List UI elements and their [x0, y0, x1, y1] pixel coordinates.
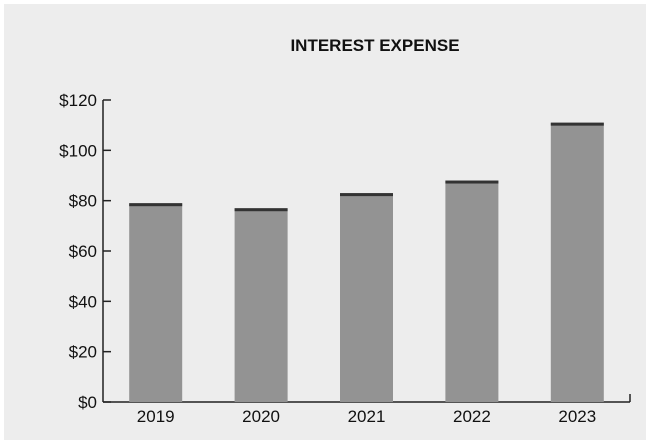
y-axis-labels: $0 $20 $40 $60 $80 $100 $120: [59, 91, 97, 412]
chart-title: INTEREST EXPENSE: [290, 36, 459, 55]
x-tick-label: 2022: [453, 407, 491, 426]
bar: [129, 203, 183, 402]
y-tick-label: $100: [59, 141, 97, 160]
y-tick-label: $60: [69, 242, 97, 261]
bar: [445, 180, 499, 402]
x-tick-label: 2021: [348, 407, 386, 426]
x-tick-label: 2020: [242, 407, 280, 426]
y-tick-label: $120: [59, 91, 97, 110]
bar-cap: [550, 122, 604, 126]
x-axis-labels: 2019 2020 2021 2022 2023: [137, 407, 596, 426]
bar-cap: [445, 180, 499, 184]
y-tick-label: $80: [69, 192, 97, 211]
y-tick-label: $0: [78, 393, 97, 412]
y-tick-label: $20: [69, 343, 97, 362]
x-tick-label: 2019: [137, 407, 175, 426]
y-tick-label: $40: [69, 292, 97, 311]
chart-panel: [4, 4, 646, 440]
bar: [234, 208, 288, 402]
bar: [550, 122, 604, 403]
bar-cap: [234, 208, 288, 212]
y-axis-ticks: [103, 99, 111, 403]
bar-cap: [129, 203, 183, 207]
x-tick-label: 2023: [558, 407, 596, 426]
bars: [129, 122, 604, 403]
bar: [340, 193, 393, 402]
bar-cap: [340, 193, 393, 197]
